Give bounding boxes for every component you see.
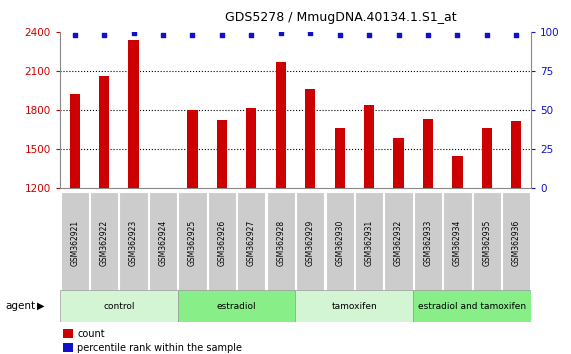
Bar bbox=[178, 290, 296, 322]
FancyBboxPatch shape bbox=[355, 192, 383, 295]
Bar bbox=[423, 119, 433, 188]
Point bbox=[482, 32, 492, 38]
Bar bbox=[99, 76, 109, 188]
Text: estradiol and tamoxifen: estradiol and tamoxifen bbox=[418, 302, 526, 311]
Text: GSM362927: GSM362927 bbox=[247, 219, 256, 266]
Point bbox=[218, 32, 227, 38]
Bar bbox=[452, 156, 463, 188]
Point bbox=[394, 32, 403, 38]
Text: GSM362931: GSM362931 bbox=[365, 219, 373, 266]
Bar bbox=[276, 62, 286, 188]
Text: count: count bbox=[77, 329, 104, 339]
Point bbox=[276, 30, 286, 36]
Text: GSM362936: GSM362936 bbox=[512, 219, 521, 266]
Bar bbox=[413, 290, 531, 322]
Bar bbox=[305, 89, 315, 188]
Text: control: control bbox=[103, 302, 135, 311]
Text: GSM362929: GSM362929 bbox=[305, 219, 315, 266]
Text: GSM362932: GSM362932 bbox=[394, 219, 403, 266]
Bar bbox=[364, 104, 374, 188]
FancyBboxPatch shape bbox=[208, 192, 236, 295]
Text: GSM362923: GSM362923 bbox=[129, 219, 138, 266]
Point bbox=[129, 30, 138, 36]
Text: tamoxifen: tamoxifen bbox=[332, 302, 377, 311]
Bar bbox=[482, 128, 492, 188]
Text: GSM362928: GSM362928 bbox=[276, 219, 286, 266]
Point bbox=[453, 32, 462, 38]
FancyBboxPatch shape bbox=[296, 192, 324, 295]
Text: estradiol: estradiol bbox=[217, 302, 256, 311]
Bar bbox=[296, 290, 413, 322]
Point bbox=[158, 32, 167, 38]
FancyBboxPatch shape bbox=[61, 192, 89, 295]
Point bbox=[364, 32, 373, 38]
FancyBboxPatch shape bbox=[119, 192, 148, 295]
Point bbox=[99, 32, 108, 38]
Point bbox=[305, 30, 315, 36]
Bar bbox=[60, 290, 178, 322]
Text: GSM362925: GSM362925 bbox=[188, 219, 197, 266]
Bar bbox=[217, 120, 227, 188]
Text: GSM362933: GSM362933 bbox=[424, 219, 432, 266]
Point bbox=[335, 32, 344, 38]
Text: ▶: ▶ bbox=[37, 301, 45, 311]
FancyBboxPatch shape bbox=[267, 192, 295, 295]
FancyBboxPatch shape bbox=[149, 192, 177, 295]
Point bbox=[188, 32, 197, 38]
FancyBboxPatch shape bbox=[90, 192, 118, 295]
FancyBboxPatch shape bbox=[443, 192, 472, 295]
FancyBboxPatch shape bbox=[178, 192, 207, 295]
Point bbox=[512, 32, 521, 38]
FancyBboxPatch shape bbox=[414, 192, 442, 295]
Text: GDS5278 / MmugDNA.40134.1.S1_at: GDS5278 / MmugDNA.40134.1.S1_at bbox=[225, 11, 456, 24]
Text: agent: agent bbox=[6, 301, 36, 311]
Bar bbox=[70, 94, 80, 188]
Text: GSM362934: GSM362934 bbox=[453, 219, 462, 266]
Point bbox=[70, 32, 79, 38]
Text: GSM362921: GSM362921 bbox=[70, 219, 79, 266]
Bar bbox=[187, 110, 198, 188]
Bar bbox=[246, 108, 256, 188]
Bar bbox=[128, 40, 139, 188]
Text: GSM362935: GSM362935 bbox=[482, 219, 492, 266]
Text: percentile rank within the sample: percentile rank within the sample bbox=[77, 343, 242, 353]
Bar bbox=[335, 128, 345, 188]
Text: GSM362922: GSM362922 bbox=[99, 219, 108, 266]
Text: GSM362930: GSM362930 bbox=[335, 219, 344, 266]
Point bbox=[247, 32, 256, 38]
Point bbox=[424, 32, 433, 38]
Text: GSM362926: GSM362926 bbox=[218, 219, 226, 266]
FancyBboxPatch shape bbox=[473, 192, 501, 295]
FancyBboxPatch shape bbox=[325, 192, 354, 295]
Text: GSM362924: GSM362924 bbox=[159, 219, 167, 266]
FancyBboxPatch shape bbox=[502, 192, 530, 295]
FancyBboxPatch shape bbox=[384, 192, 413, 295]
FancyBboxPatch shape bbox=[237, 192, 266, 295]
Bar bbox=[393, 138, 404, 188]
Bar bbox=[511, 121, 521, 188]
